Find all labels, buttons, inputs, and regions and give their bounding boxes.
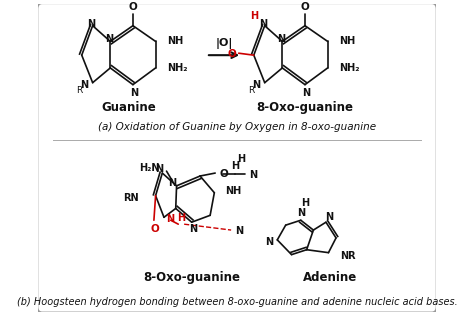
Text: R: R [76, 86, 82, 95]
Text: O: O [150, 224, 159, 234]
Text: N: N [155, 164, 163, 174]
Text: N: N [168, 178, 176, 188]
Text: H: H [231, 161, 239, 171]
Text: NH: NH [225, 186, 241, 196]
Text: N: N [265, 237, 273, 247]
Text: O: O [219, 169, 228, 179]
Text: H: H [250, 11, 258, 21]
Text: N: N [80, 80, 89, 90]
Text: N: N [130, 88, 138, 98]
Text: N: N [166, 214, 174, 224]
Text: 8-Oxo-guanine: 8-Oxo-guanine [143, 271, 240, 284]
FancyBboxPatch shape [37, 3, 437, 313]
Text: H: H [177, 213, 185, 223]
Text: O: O [128, 2, 137, 12]
Text: N: N [235, 226, 244, 236]
Text: RN: RN [123, 192, 139, 203]
Text: N: N [277, 34, 285, 44]
Text: N: N [302, 88, 310, 98]
Text: |O|: |O| [216, 38, 233, 49]
Text: N: N [252, 80, 261, 90]
Text: N: N [250, 170, 258, 180]
Text: (b) Hoogsteen hydrogen bonding between 8-oxo-guanine and adenine nucleic acid ba: (b) Hoogsteen hydrogen bonding between 8… [17, 297, 457, 307]
Text: H: H [237, 154, 245, 164]
Text: NH: NH [167, 36, 183, 46]
Text: (a) Oxidation of Guanine by Oxygen in 8-oxo-guanine: (a) Oxidation of Guanine by Oxygen in 8-… [98, 122, 376, 132]
Text: H: H [301, 198, 309, 208]
Text: N: N [297, 208, 305, 218]
Text: N: N [105, 34, 113, 44]
Text: O: O [228, 49, 237, 59]
Text: NR: NR [340, 251, 356, 261]
Text: 8-Oxo-guanine: 8-Oxo-guanine [256, 101, 354, 114]
Text: H₂N: H₂N [139, 163, 160, 173]
Text: Adenine: Adenine [303, 271, 357, 284]
Text: N: N [259, 19, 267, 29]
Text: N: N [87, 19, 95, 29]
Text: R: R [248, 86, 255, 95]
Text: Guanine: Guanine [101, 101, 156, 114]
Text: NH: NH [339, 36, 356, 46]
Text: N: N [189, 224, 197, 234]
Text: O: O [301, 2, 310, 12]
Text: N: N [325, 212, 333, 222]
Text: NH₂: NH₂ [339, 63, 360, 73]
Text: NH₂: NH₂ [167, 63, 188, 73]
